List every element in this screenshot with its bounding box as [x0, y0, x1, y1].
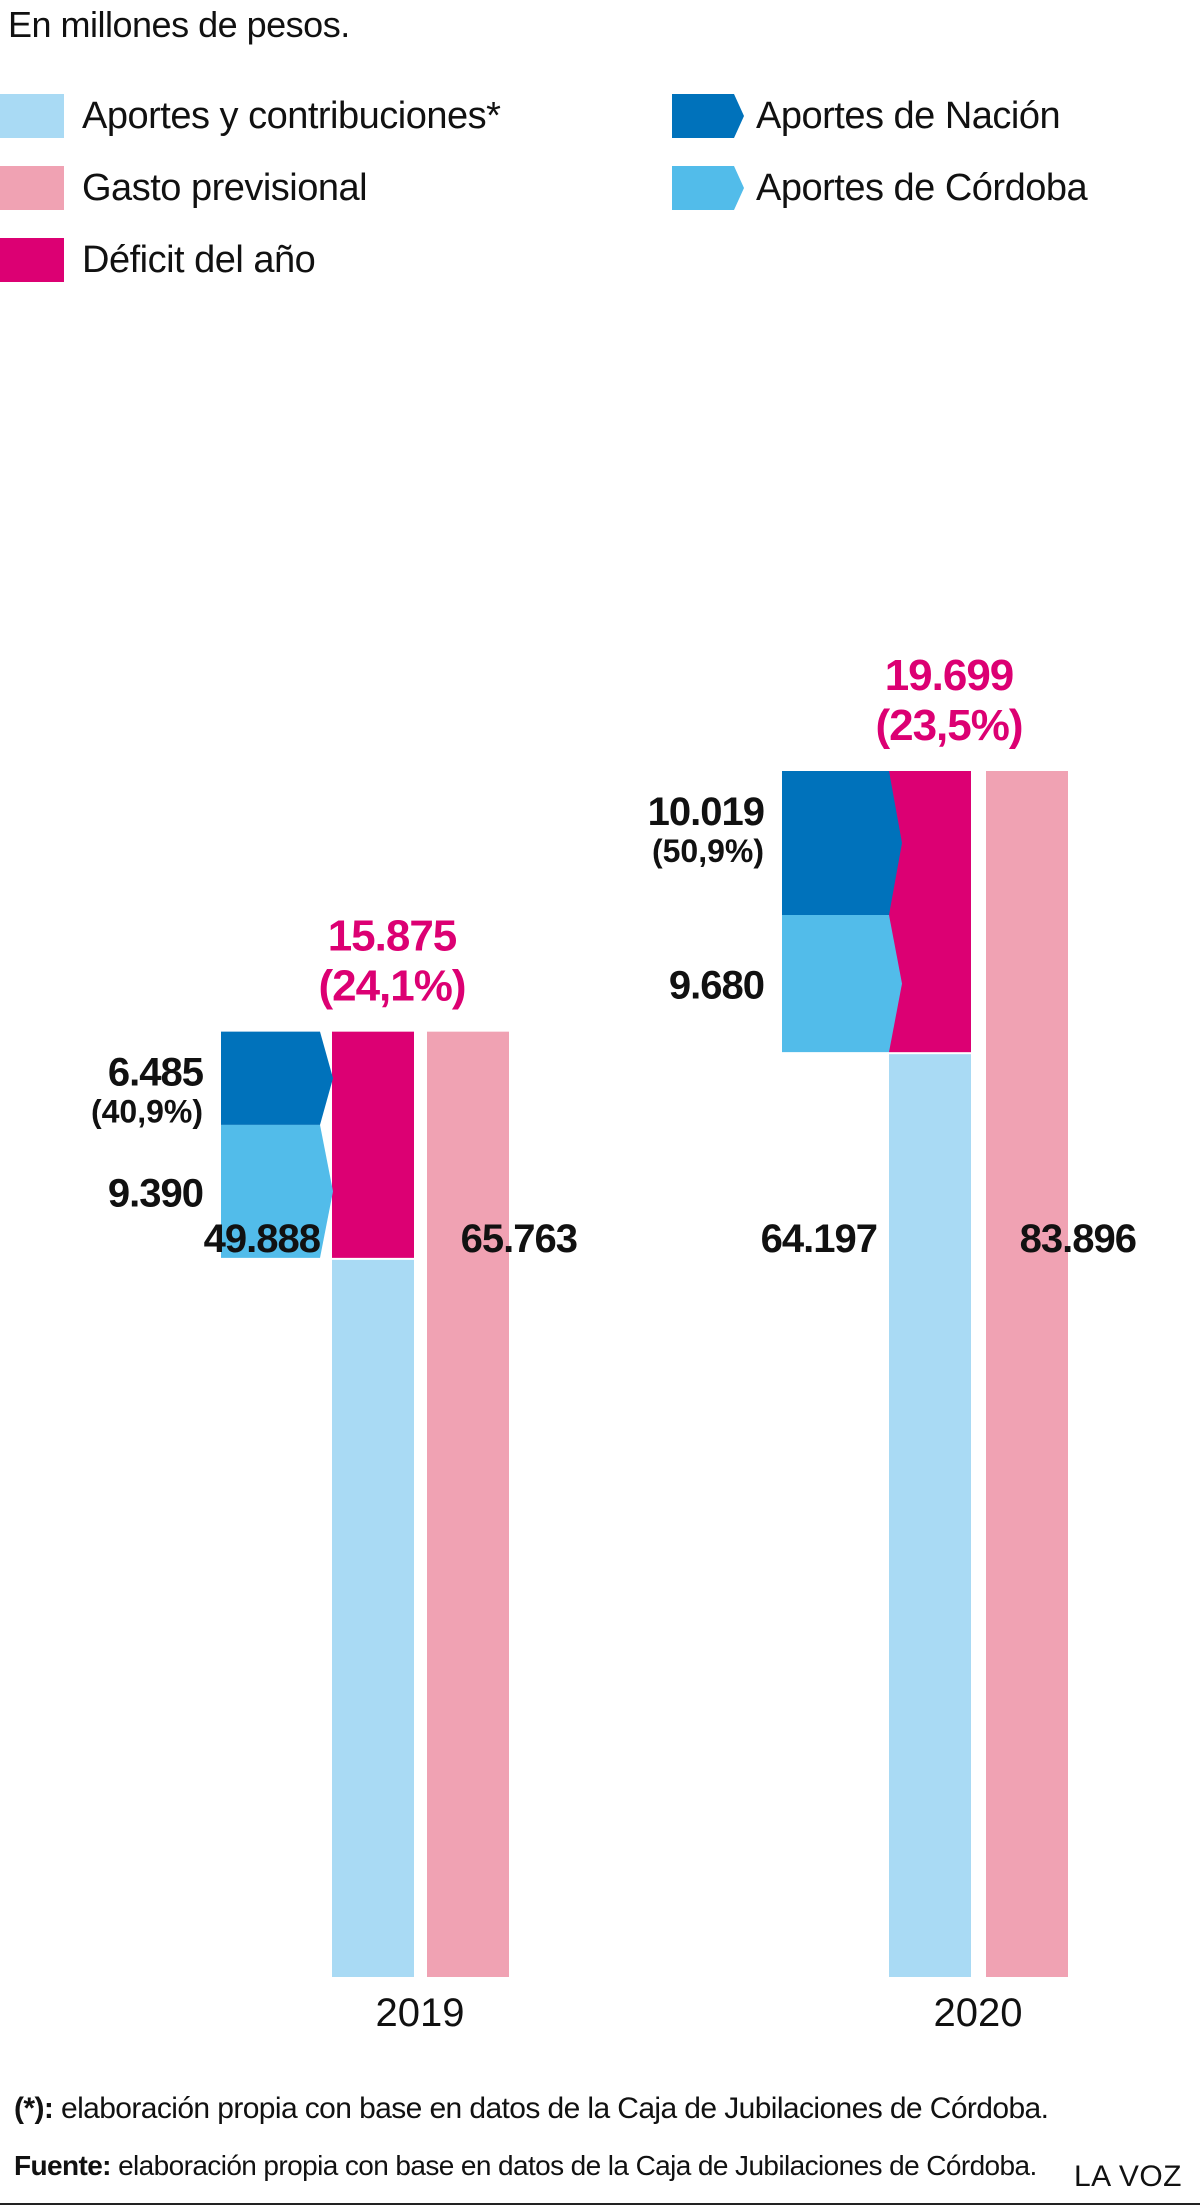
label-nacion-pct-2020: (50,9%) [652, 833, 764, 869]
bar-deficit-2020 [889, 771, 971, 1053]
bar-deficit-2019 [332, 1031, 414, 1258]
legend-label-aportes: Aportes y contribuciones* [82, 94, 501, 137]
year-label-2020: 2020 [934, 1991, 1023, 2035]
legend-label-gasto: Gasto previsional [82, 166, 368, 209]
arrow-nacion-2019 [221, 1031, 333, 1125]
legend-label-deficit: Déficit del año [82, 238, 316, 281]
legend-aportes: Aportes y contribuciones* [0, 92, 501, 140]
year-label-2019: 2019 [376, 1991, 465, 2035]
arrow-nacion-2020 [782, 771, 902, 916]
label-gasto-2020: 83.896 [1020, 1217, 1136, 1261]
legend-cordoba: Aportes de Córdoba [672, 164, 1088, 212]
label-deficit-2019: 15.875 [328, 912, 457, 961]
bar-gasto-2019 [427, 1031, 509, 1977]
arrow-cordoba-2019 [221, 1124, 333, 1258]
footnote-mark: (*): [14, 2092, 54, 2125]
footnote-text: elaboración propia con base en datos de … [53, 2092, 1049, 2125]
bar-aportes-2020 [889, 1054, 971, 1977]
legend-swatch-cordoba [672, 166, 744, 210]
legend-deficit: Déficit del año [0, 236, 316, 284]
legend-swatch-aportes [0, 94, 64, 138]
label-deficit-pct-2019: (24,1%) [318, 962, 465, 1011]
label-gasto-2019: 65.763 [461, 1217, 577, 1261]
source-text: elaboración propia con base en datos de … [110, 2150, 1037, 2181]
source-mark: Fuente: [14, 2150, 112, 2181]
legend-gasto: Gasto previsional [0, 164, 368, 212]
chart-subtitle: En millones de pesos. [8, 4, 350, 45]
label-nacion-2019: 6.485 [108, 1051, 204, 1095]
label-aportes-2019: 49.888 [204, 1217, 321, 1261]
bar-chart: 49.888 65.763 15.875(24,1%) 6.485(40,9%) 9.3… [91, 651, 1137, 2035]
brand-logo-text: LA VOZ [1073, 2160, 1182, 2193]
footnote-source: Fuente: elaboración propia con base en d… [14, 2150, 1037, 2182]
legend-nacion: Aportes de Nación [672, 92, 1061, 140]
bar-gasto-2020 [986, 771, 1068, 1977]
legend-swatch-gasto [0, 166, 64, 210]
label-deficit-2020: 19.699 [885, 651, 1014, 700]
label-deficit-pct-2020: (23,5%) [875, 701, 1022, 750]
label-aportes-2020: 64.197 [761, 1217, 877, 1261]
label-cordoba-2020: 9.680 [669, 964, 764, 1008]
legend-label-nacion: Aportes de Nación [756, 94, 1061, 137]
label-nacion-2020: 10.019 [648, 790, 764, 834]
bar-aportes-2019 [332, 1259, 414, 1977]
legend-label-cordoba: Aportes de Córdoba [756, 166, 1088, 209]
arrow-cordoba-2020 [782, 915, 902, 1053]
label-nacion-pct-2019: (40,9%) [91, 1094, 203, 1130]
footnote-asterisk: (*): elaboración propia con base en dato… [14, 2092, 1049, 2126]
legend-swatch-deficit [0, 238, 64, 282]
legend-swatch-nacion [672, 94, 744, 138]
label-cordoba-2019: 9.390 [108, 1171, 203, 1215]
bottom-rule [0, 2203, 1200, 2205]
